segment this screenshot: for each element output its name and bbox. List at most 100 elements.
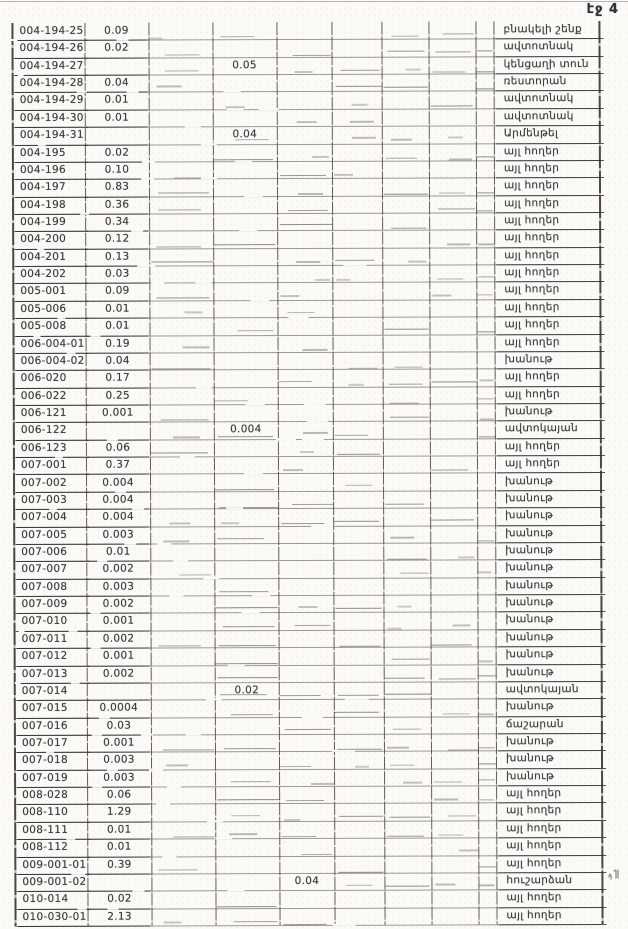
scan-noise-dash: [478, 779, 495, 781]
scan-noise-dash: [315, 278, 331, 281]
area-value-cell: 0.17: [86, 369, 149, 389]
mid-value-cell-4: [216, 856, 278, 874]
mid-value-cell-4: [216, 786, 278, 804]
scan-noise-dash: [390, 416, 429, 418]
land-use-cell: խանութ: [496, 472, 606, 492]
land-use-cell: բնակելի շենք: [495, 20, 604, 40]
mid-value-cell-5: [279, 543, 332, 561]
area-value-cell: 0.37: [86, 456, 150, 476]
scan-noise-dash: [477, 675, 496, 677]
scan-noise-dash: [231, 815, 261, 817]
land-use-cell: այլ հողեր: [496, 316, 605, 335]
scan-noise-dash: [478, 243, 494, 246]
area-value-cell: 0.01: [85, 92, 148, 111]
area-value-cell: 0.01: [86, 300, 149, 319]
parcel-id-cell: 007-015: [16, 700, 90, 719]
area-value-cell: 0.09: [86, 283, 149, 302]
scan-noise-dash: [391, 658, 430, 660]
mid-value-cell-5: [278, 143, 331, 161]
mid-value-cell-4: [214, 213, 276, 231]
mid-value-cell-4: [214, 161, 276, 179]
parcel-id-cell: 006-004-01: [15, 335, 89, 354]
mid-value-cell-4: [216, 751, 278, 769]
land-use-cell: խանութ: [497, 576, 606, 596]
scan-noise-dash: [448, 814, 477, 817]
land-use-cell: այլ հողեր: [496, 194, 605, 214]
mid-value-cell-4: [215, 456, 277, 474]
area-value-cell: 0.01: [88, 821, 151, 840]
mid-value-cell-5: [278, 317, 331, 335]
scan-noise-dash: [458, 556, 475, 559]
land-use-cell: այլ հողեր: [498, 889, 607, 908]
scan-noise-dash: [283, 923, 327, 925]
scan-noise-dash: [294, 625, 331, 627]
scan-noise-dash: [298, 605, 318, 609]
scan-noise-dash: [219, 693, 267, 696]
scan-noise-dash: [279, 380, 313, 382]
area-value-cell: 0.25: [86, 387, 149, 406]
scan-noise-dash: [434, 781, 462, 783]
mid-value-cell-4: [215, 560, 277, 578]
parcel-id-cell: 006-020: [15, 370, 89, 389]
parcel-id-cell: 006-121: [15, 404, 89, 424]
scan-noise-dash: [388, 383, 423, 385]
land-use-cell: այլ հողեր: [495, 159, 604, 179]
area-value-cell: 1.29: [88, 803, 151, 823]
scan-noise-dash: [476, 293, 493, 295]
scan-noise-dash: [477, 331, 496, 333]
scan-noise-dash: [164, 70, 199, 72]
mid-value-cell-5: [279, 352, 332, 370]
mid-value-cell-4: [213, 22, 275, 40]
scan-noise-dash: [447, 136, 463, 139]
scan-noise-dash: [299, 451, 314, 454]
area-value-cell: 0.12: [86, 230, 149, 250]
scan-noise-dash: [151, 261, 214, 263]
scan-noise-dash: [279, 174, 326, 176]
scan-noise-dash: [383, 86, 429, 89]
mid-value-cell-5: [279, 560, 332, 578]
mid-value-cell-5: [280, 682, 333, 700]
scan-noise-dash: [387, 50, 425, 53]
parcel-id-cell: 007-018: [16, 752, 91, 771]
land-parcel-table: 004-194-25 0.09 բնակելի շենք 004-194-26 …: [11, 20, 607, 928]
area-value-cell: 0.02: [85, 39, 148, 59]
area-value-cell: 0.001: [86, 404, 149, 424]
area-value-cell: 0.10: [85, 161, 148, 181]
scan-noise-dash: [336, 278, 351, 281]
scan-noise-dash: [335, 435, 368, 437]
land-use-cell: հուշարձան: [498, 871, 607, 891]
scan-noise-dash: [437, 833, 463, 836]
scan-noise-dash: [311, 156, 330, 159]
land-use-cell: խանութ: [497, 611, 606, 631]
scan-noise-dash: [311, 782, 334, 785]
land-use-cell: ավտոտնակ: [495, 90, 604, 110]
parcel-id-cell: 004-198: [15, 196, 89, 216]
scan-noise-dash: [230, 780, 272, 782]
scan-noise-dash: [432, 71, 466, 73]
parcel-id-cell: 008-112: [17, 838, 91, 858]
scan-noise-dash: [478, 660, 493, 663]
mid-value-cell-4: [214, 109, 276, 127]
scan-noise-dash: [387, 835, 425, 837]
scan-noise-dash: [335, 86, 382, 88]
mid-value-cell-5: [278, 74, 331, 92]
parcel-id-cell: 007-002: [16, 474, 90, 493]
area-value-cell: 0.03: [86, 265, 149, 285]
mid-value-cell-4: [215, 578, 277, 596]
scan-noise-dash: [437, 208, 475, 210]
area-value-cell: 0.003: [87, 751, 151, 771]
scan-noise-dash: [476, 70, 495, 73]
scan-noise-dash: [385, 157, 418, 160]
scan-noise-dash: [151, 452, 209, 454]
mid-value-cell-4: [214, 196, 276, 214]
scan-noise-dash: [390, 227, 427, 229]
area-value-cell: 0.003: [87, 578, 150, 597]
land-use-cell: այլ հողեր: [498, 906, 607, 926]
parcel-id-cell: 005-006: [15, 300, 89, 320]
scan-noise-dash: [394, 366, 423, 368]
scan-noise-dash: [435, 51, 471, 53]
scan-noise-dash: [285, 799, 325, 801]
scan-noise-dash: [399, 572, 429, 574]
land-use-cell: խանութ: [497, 732, 606, 752]
parcel-id-cell: 004-194-25: [14, 22, 88, 42]
